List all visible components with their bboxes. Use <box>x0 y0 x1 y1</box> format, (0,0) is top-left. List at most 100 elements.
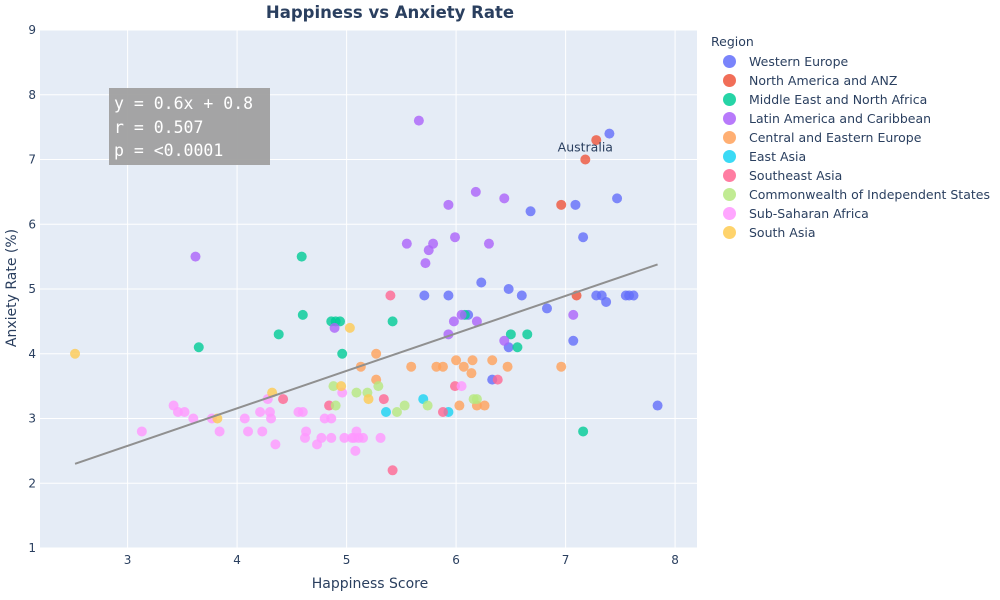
point-middle-east-and-north-africa[interactable] <box>273 329 284 340</box>
point-latin-america-and-caribbean[interactable] <box>483 238 494 249</box>
point-sub-saharan-africa[interactable] <box>266 413 277 424</box>
point-latin-america-and-caribbean[interactable] <box>499 335 510 346</box>
point-sub-saharan-africa[interactable] <box>188 413 199 424</box>
legend-item-latin-america-and-caribbean[interactable]: Latin America and Caribbean <box>711 109 990 128</box>
point-sub-saharan-africa[interactable] <box>350 445 361 456</box>
point-south-asia[interactable] <box>70 348 81 359</box>
legend-item-southeast-asia[interactable]: Southeast Asia <box>711 166 990 185</box>
point-southeast-asia[interactable] <box>387 465 398 476</box>
point-central-and-eastern-europe[interactable] <box>458 361 469 372</box>
point-latin-america-and-caribbean[interactable] <box>190 251 201 262</box>
point-latin-america-and-caribbean[interactable] <box>456 309 467 320</box>
point-south-asia[interactable] <box>344 322 355 333</box>
point-sub-saharan-africa[interactable] <box>297 407 308 418</box>
point-western-europe[interactable] <box>601 296 612 307</box>
point-western-europe[interactable] <box>516 290 527 301</box>
point-western-europe[interactable] <box>503 284 514 294</box>
point-western-europe[interactable] <box>628 290 639 301</box>
point-commonwealth-of-independent-states[interactable] <box>422 400 433 411</box>
legend-item-central-and-eastern-europe[interactable]: Central and Eastern Europe <box>711 128 990 147</box>
data-points[interactable] <box>70 115 663 476</box>
point-sub-saharan-africa[interactable] <box>214 426 225 437</box>
point-commonwealth-of-independent-states[interactable] <box>391 407 402 418</box>
point-middle-east-and-north-africa[interactable] <box>296 251 307 262</box>
point-central-and-eastern-europe[interactable] <box>466 368 477 379</box>
point-southeast-asia[interactable] <box>278 394 289 405</box>
point-middle-east-and-north-africa[interactable] <box>522 329 533 340</box>
point-latin-america-and-caribbean[interactable] <box>423 245 434 256</box>
point-western-europe[interactable] <box>652 400 663 411</box>
point-southeast-asia[interactable] <box>437 407 448 418</box>
point-middle-east-and-north-africa[interactable] <box>512 342 523 353</box>
point-southeast-asia[interactable] <box>378 394 389 405</box>
point-sub-saharan-africa[interactable] <box>239 413 250 424</box>
point-sub-saharan-africa[interactable] <box>339 432 350 443</box>
point-central-and-eastern-europe[interactable] <box>479 400 490 411</box>
point-western-europe[interactable] <box>443 290 454 301</box>
point-sub-saharan-africa[interactable] <box>316 432 327 443</box>
point-commonwealth-of-independent-states[interactable] <box>328 381 339 392</box>
point-western-europe[interactable] <box>419 290 430 301</box>
point-sub-saharan-africa[interactable] <box>270 439 281 450</box>
point-sub-saharan-africa[interactable] <box>179 407 190 418</box>
point-western-europe[interactable] <box>570 199 581 210</box>
point-sub-saharan-africa[interactable] <box>255 407 266 418</box>
point-sub-saharan-africa[interactable] <box>326 413 337 424</box>
point-western-europe[interactable] <box>612 193 623 204</box>
point-central-and-eastern-europe[interactable] <box>467 355 478 366</box>
point-latin-america-and-caribbean[interactable] <box>329 322 340 333</box>
point-middle-east-and-north-africa[interactable] <box>387 316 398 327</box>
point-latin-america-and-caribbean[interactable] <box>470 186 481 197</box>
point-latin-america-and-caribbean[interactable] <box>471 316 482 327</box>
point-commonwealth-of-independent-states[interactable] <box>330 400 341 411</box>
point-sub-saharan-africa[interactable] <box>243 426 254 437</box>
point-latin-america-and-caribbean[interactable] <box>448 316 459 327</box>
point-commonwealth-of-independent-states[interactable] <box>399 400 410 411</box>
point-sub-saharan-africa[interactable] <box>358 432 369 443</box>
legend-item-east-asia[interactable]: East Asia <box>711 147 990 166</box>
point-central-and-eastern-europe[interactable] <box>556 361 567 372</box>
point-central-and-eastern-europe[interactable] <box>454 400 465 411</box>
point-western-europe[interactable] <box>578 232 589 243</box>
point-western-europe[interactable] <box>525 206 536 217</box>
legend-item-commonwealth-of-independent-states[interactable]: Commonwealth of Independent States <box>711 185 990 204</box>
point-western-europe[interactable] <box>568 335 579 346</box>
point-southeast-asia[interactable] <box>492 374 503 385</box>
point-latin-america-and-caribbean[interactable] <box>443 199 454 210</box>
point-central-and-eastern-europe[interactable] <box>437 361 448 372</box>
point-sub-saharan-africa[interactable] <box>375 432 386 443</box>
point-sub-saharan-africa[interactable] <box>136 426 147 437</box>
point-western-europe[interactable] <box>604 128 615 139</box>
point-sub-saharan-africa[interactable] <box>301 426 312 437</box>
point-western-europe[interactable] <box>476 277 487 288</box>
point-latin-america-and-caribbean[interactable] <box>568 309 579 320</box>
legend-item-north-america-and-anz[interactable]: North America and ANZ <box>711 71 990 90</box>
point-latin-america-and-caribbean[interactable] <box>420 258 431 269</box>
point-latin-america-and-caribbean[interactable] <box>499 193 510 204</box>
point-commonwealth-of-independent-states[interactable] <box>373 381 384 392</box>
point-middle-east-and-north-africa[interactable] <box>505 329 516 340</box>
point-central-and-eastern-europe[interactable] <box>487 355 498 366</box>
point-south-asia[interactable] <box>363 394 374 405</box>
point-central-and-eastern-europe[interactable] <box>371 348 382 359</box>
point-latin-america-and-caribbean[interactable] <box>413 115 424 126</box>
point-latin-america-and-caribbean[interactable] <box>450 232 461 243</box>
legend-item-sub-saharan-africa[interactable]: Sub-Saharan Africa <box>711 204 990 223</box>
point-central-and-eastern-europe[interactable] <box>451 355 462 366</box>
legend-item-south-asia[interactable]: South Asia <box>711 223 990 242</box>
point-north-america-and-anz[interactable] <box>580 154 591 165</box>
point-north-america-and-anz[interactable] <box>556 199 567 210</box>
point-middle-east-and-north-africa[interactable] <box>193 342 204 353</box>
point-sub-saharan-africa[interactable] <box>257 426 268 437</box>
point-western-europe[interactable] <box>541 303 552 314</box>
point-central-and-eastern-europe[interactable] <box>406 361 417 372</box>
point-central-and-eastern-europe[interactable] <box>502 361 513 372</box>
point-middle-east-and-north-africa[interactable] <box>297 309 308 320</box>
point-east-asia[interactable] <box>381 407 392 418</box>
point-south-asia[interactable] <box>336 381 347 392</box>
legend-item-western-europe[interactable]: Western Europe <box>711 52 990 71</box>
point-north-america-and-anz[interactable] <box>591 135 602 146</box>
point-commonwealth-of-independent-states[interactable] <box>471 394 482 405</box>
legend-item-middle-east-and-north-africa[interactable]: Middle East and North Africa <box>711 90 990 109</box>
point-southeast-asia[interactable] <box>385 290 396 301</box>
